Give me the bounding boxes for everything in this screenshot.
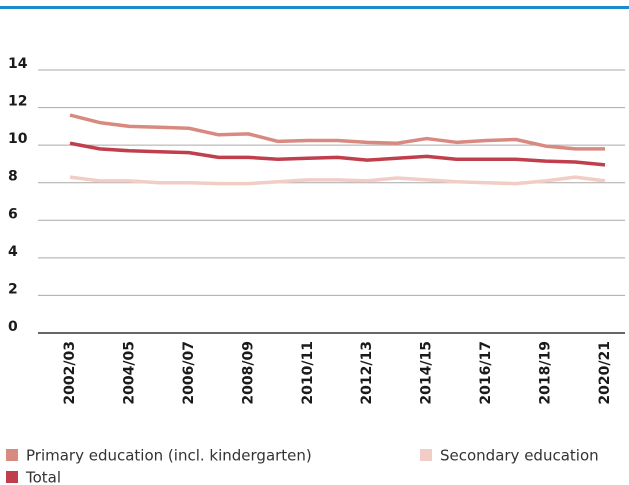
y-tick-label: 0 [8,319,18,335]
x-tick-label: 2016/17 [478,341,494,405]
x-tick-label: 2010/11 [300,341,316,405]
legend-swatch [420,449,432,461]
x-tick-label: 2020/21 [597,341,613,405]
x-tick-label: 2004/05 [121,341,137,405]
line [69,141,606,167]
legend-swatch [6,471,18,483]
y-tick-label: 10 [8,131,28,147]
y-tick-label: 4 [8,244,18,260]
legend-label: Primary education (incl. kindergarten) [26,447,312,465]
legend-label: Secondary education [440,447,599,465]
line [69,175,606,186]
y-tick-label: 12 [8,94,27,110]
x-tick-label: 2008/09 [240,341,256,405]
x-tick-label: 2012/13 [359,341,375,405]
y-tick-label: 2 [8,281,18,297]
y-tick-label: 14 [8,56,28,72]
x-tick-label: 2006/07 [181,341,197,405]
top-rule [0,6,629,9]
x-tick-label: 2014/15 [419,341,435,405]
y-tick-label: 8 [8,169,18,185]
legend-label: Total [25,469,61,485]
legend-swatch [6,449,18,461]
x-tick-label: 2018/19 [538,341,554,405]
y-tick-label: 6 [8,206,18,222]
line [69,113,605,151]
x-tick-label: 2002/03 [62,341,78,405]
